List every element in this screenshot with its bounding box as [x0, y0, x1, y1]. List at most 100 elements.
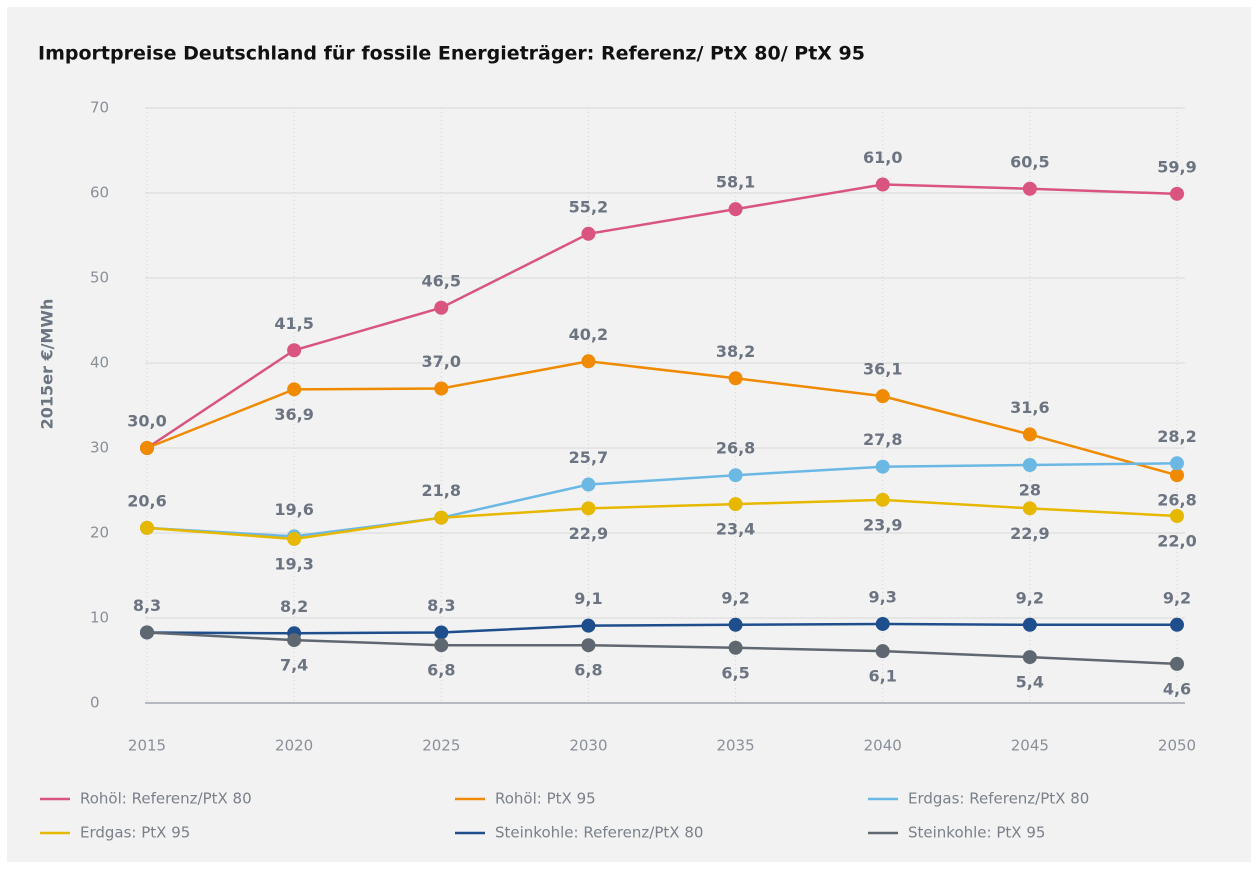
value-label: 28,2 — [1157, 427, 1196, 446]
x-tick-label: 2015 — [128, 737, 166, 755]
point — [1170, 656, 1184, 671]
point — [434, 300, 449, 315]
point — [287, 382, 302, 397]
point — [581, 638, 596, 653]
point — [581, 226, 596, 241]
point — [581, 618, 596, 633]
point — [434, 625, 449, 640]
value-label: 26,8 — [1157, 491, 1196, 510]
value-label: 36,1 — [863, 360, 902, 379]
point — [875, 644, 890, 659]
value-label: 6,5 — [721, 663, 749, 682]
point — [581, 501, 596, 516]
point — [1022, 458, 1037, 472]
value-label: 6,1 — [869, 667, 897, 686]
point — [140, 520, 154, 535]
series-line — [146, 462, 1178, 538]
value-label: 22,9 — [1010, 524, 1049, 543]
x-tick-label: 2025 — [422, 737, 460, 755]
value-label: 19,6 — [274, 500, 313, 519]
legend-label: Rohöl: PtX 95 — [495, 790, 596, 808]
y-axis-label: 2015er €/MWh — [38, 299, 57, 430]
point — [728, 640, 743, 655]
value-label: 5,4 — [1016, 673, 1044, 692]
value-label: 22,9 — [569, 524, 608, 543]
value-label: 21,8 — [422, 481, 461, 500]
point — [1170, 456, 1184, 471]
legend-label: Erdgas: Referenz/PtX 80 — [908, 790, 1089, 808]
point — [728, 371, 743, 386]
series-line — [146, 498, 1178, 541]
point — [875, 459, 890, 474]
x-tick-label: 2045 — [1011, 737, 1049, 755]
point — [1022, 427, 1037, 442]
value-label: 9,2 — [1016, 588, 1044, 607]
point — [1022, 617, 1037, 632]
point — [434, 638, 449, 653]
y-tick-label: 0 — [90, 694, 100, 712]
point — [287, 633, 302, 648]
value-label: 8,2 — [280, 597, 308, 616]
point — [434, 510, 449, 525]
value-label: 58,1 — [716, 173, 755, 192]
value-label: 4,6 — [1163, 679, 1191, 698]
point — [728, 497, 743, 512]
series-line — [146, 631, 1178, 666]
x-tick-label: 2035 — [716, 737, 754, 755]
panel — [7, 7, 1251, 862]
legend-label: Steinkohle: PtX 95 — [908, 824, 1045, 842]
value-label: 9,2 — [1163, 588, 1191, 607]
value-label: 9,1 — [574, 589, 602, 608]
value-label: 6,8 — [574, 661, 602, 680]
legend-label: Steinkohle: Referenz/PtX 80 — [495, 824, 703, 842]
point — [140, 441, 154, 455]
point — [287, 343, 302, 358]
point — [1022, 181, 1037, 196]
value-label: 30,0 — [127, 412, 166, 431]
value-label: 23,9 — [863, 515, 902, 534]
point — [1170, 468, 1184, 483]
value-label: 23,4 — [716, 520, 755, 539]
legend-label: Rohöl: Referenz/PtX 80 — [80, 790, 252, 808]
value-label: 55,2 — [569, 197, 608, 216]
value-label: 38,2 — [716, 342, 755, 361]
value-label: 22,0 — [1157, 532, 1196, 551]
point — [728, 468, 743, 483]
point — [581, 354, 596, 369]
point — [1170, 617, 1184, 632]
x-tick-label: 2040 — [864, 737, 902, 755]
value-label: 20,6 — [127, 491, 166, 510]
value-label: 6,8 — [427, 661, 455, 680]
value-label: 9,3 — [869, 587, 897, 606]
point — [287, 531, 302, 546]
series-line — [146, 360, 1178, 477]
x-tick-label: 2030 — [569, 737, 607, 755]
point — [434, 381, 449, 396]
value-label: 61,0 — [863, 148, 902, 167]
point — [1022, 501, 1037, 516]
y-tick-label: 10 — [90, 609, 109, 627]
value-label: 37,0 — [422, 352, 461, 371]
y-tick-label: 40 — [90, 354, 109, 372]
y-tick-label: 20 — [90, 524, 109, 542]
value-label: 60,5 — [1010, 152, 1049, 171]
y-tick-label: 50 — [90, 269, 109, 287]
y-tick-label: 30 — [90, 439, 109, 457]
value-label: 40,2 — [569, 325, 608, 344]
point — [140, 625, 154, 640]
point — [581, 477, 596, 492]
value-label: 26,8 — [716, 439, 755, 458]
value-label: 8,3 — [427, 596, 455, 615]
value-label: 9,2 — [721, 588, 749, 607]
point — [1022, 650, 1037, 665]
value-label: 19,3 — [274, 554, 313, 573]
value-label: 7,4 — [280, 656, 308, 675]
point — [875, 177, 890, 192]
point — [728, 202, 743, 217]
chart-title: Importpreise Deutschland für fossile Ene… — [38, 43, 865, 65]
value-label: 27,8 — [863, 430, 902, 449]
value-label: 59,9 — [1157, 157, 1196, 176]
value-label: 25,7 — [569, 448, 608, 467]
point — [875, 389, 890, 404]
